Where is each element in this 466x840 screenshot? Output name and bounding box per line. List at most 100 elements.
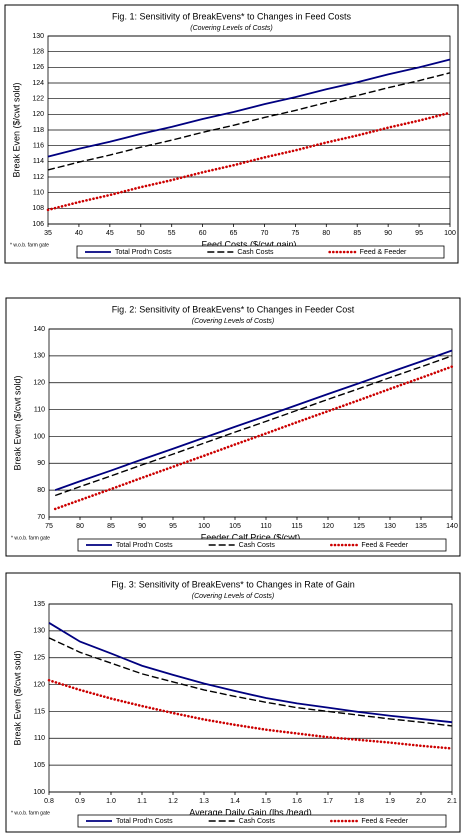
y-tick-label: 110 — [33, 190, 44, 197]
y-tick-label: 120 — [32, 111, 44, 118]
y-tick-label: 118 — [33, 127, 44, 134]
y-tick-label: 105 — [33, 762, 45, 769]
series-line — [54, 349, 453, 491]
series-line — [53, 365, 454, 511]
x-tick-label: 0.8 — [44, 798, 54, 805]
y-tick-label: 90 — [37, 460, 45, 467]
x-tick-label: 110 — [260, 523, 271, 530]
y-tick-label: 100 — [33, 433, 45, 440]
y-tick-label: 126 — [32, 64, 44, 71]
y-tick-label: 130 — [33, 353, 45, 360]
x-tick-label: 1.8 — [354, 798, 364, 805]
chart-title: Fig. 2: Sensitivity of BreakEvens* to Ch… — [112, 304, 355, 314]
x-tick-label: 1.6 — [292, 798, 302, 805]
y-tick-label: 100 — [33, 789, 45, 796]
x-tick-label: 0.9 — [75, 798, 85, 805]
x-axis-label: Average Daily Gain (lbs./head) — [189, 807, 311, 817]
legend-label: Cash Costs — [239, 542, 276, 549]
x-tick-label: 95 — [169, 523, 177, 530]
x-tick-label: 45 — [106, 230, 114, 237]
x-tick-label: 40 — [75, 230, 83, 237]
chart-subtitle: (Covering Levels of Costs) — [192, 318, 274, 325]
x-tick-label: 100 — [444, 230, 456, 237]
legend-label: Cash Costs — [239, 818, 276, 825]
x-tick-label: 130 — [384, 523, 396, 530]
chart-title: Fig. 1: Sensitivity of BreakEvens* to Ch… — [112, 11, 352, 21]
series-line — [46, 111, 452, 212]
x-tick-label: 75 — [291, 230, 299, 237]
y-tick-label: 128 — [32, 49, 44, 56]
footnote: * w.o.b. farm gate — [11, 535, 50, 541]
y-tick-label: 70 — [37, 514, 45, 521]
legend-box — [77, 538, 447, 552]
x-tick-label: 35 — [44, 230, 52, 237]
y-tick-label: 114 — [33, 158, 44, 165]
y-tick-label: 140 — [33, 326, 45, 333]
x-tick-label: 80 — [322, 230, 330, 237]
x-tick-label: 100 — [198, 523, 210, 530]
y-tick-label: 135 — [33, 601, 45, 608]
legend-label: Total Prod'n Costs — [115, 249, 172, 256]
series-line — [47, 678, 454, 750]
y-tick-label: 130 — [32, 33, 44, 40]
plot-area — [48, 328, 453, 518]
y-tick-label: 124 — [32, 80, 44, 87]
x-tick-label: 1.0 — [106, 798, 116, 805]
legend-label: Feed & Feeder — [360, 249, 407, 256]
x-tick-label: 1.1 — [137, 798, 147, 805]
y-axis-label: Break Even ($/cwt sold) — [12, 375, 22, 470]
x-tick-label: 75 — [45, 523, 53, 530]
chart-title: Fig. 3: Sensitivity of BreakEvens* to Ch… — [111, 579, 355, 589]
series-line — [48, 622, 453, 724]
x-tick-label: 1.2 — [168, 798, 178, 805]
x-tick-label: 80 — [76, 523, 84, 530]
y-tick-label: 80 — [37, 487, 45, 494]
plot-area — [48, 603, 453, 793]
y-axis-label: Break Even ($/cwt sold) — [12, 650, 22, 745]
y-tick-label: 122 — [32, 96, 44, 103]
y-tick-label: 115 — [34, 708, 45, 715]
footnote: * w.o.b. farm gate — [11, 810, 50, 816]
y-tick-label: 108 — [32, 205, 44, 212]
x-tick-label: 115 — [291, 523, 302, 530]
x-tick-label: 90 — [384, 230, 392, 237]
x-tick-label: 2.0 — [416, 798, 426, 805]
y-tick-label: 110 — [34, 406, 45, 413]
x-tick-label: 70 — [261, 230, 269, 237]
x-tick-label: 85 — [107, 523, 115, 530]
x-tick-label: 120 — [322, 523, 334, 530]
y-tick-label: 120 — [33, 380, 45, 387]
x-tick-label: 1.3 — [199, 798, 209, 805]
y-tick-label: 110 — [34, 735, 45, 742]
y-tick-label: 130 — [33, 628, 45, 635]
y-axis-label: Break Even ($/cwt sold) — [11, 82, 21, 177]
legend-box — [76, 245, 445, 259]
x-tick-label: 2.1 — [447, 798, 457, 805]
footnote: * w.o.b. farm gate — [10, 242, 49, 248]
chart-subtitle: (Covering Levels of Costs) — [192, 593, 274, 600]
legend-label: Total Prod'n Costs — [116, 542, 173, 549]
legend-label: Total Prod'n Costs — [116, 818, 173, 825]
x-tick-label: 135 — [415, 523, 427, 530]
x-tick-label: 60 — [199, 230, 207, 237]
series-line — [54, 355, 453, 497]
x-tick-label: 50 — [137, 230, 145, 237]
x-tick-label: 90 — [138, 523, 146, 530]
y-tick-label: 106 — [32, 221, 44, 228]
x-tick-label: 125 — [353, 523, 365, 530]
series-line — [47, 72, 451, 171]
legend-label: Feed & Feeder — [361, 818, 408, 825]
x-tick-label: 1.4 — [230, 798, 240, 805]
legend-box — [77, 814, 447, 828]
legend-label: Feed & Feeder — [361, 542, 408, 549]
y-tick-label: 116 — [33, 143, 44, 150]
x-tick-label: 140 — [446, 523, 458, 530]
x-tick-label: 1.7 — [323, 798, 333, 805]
y-tick-label: 112 — [33, 174, 44, 181]
x-tick-label: 65 — [230, 230, 238, 237]
series-line — [47, 58, 451, 158]
series-line — [48, 637, 453, 727]
y-tick-label: 120 — [33, 681, 45, 688]
x-tick-label: 105 — [229, 523, 241, 530]
